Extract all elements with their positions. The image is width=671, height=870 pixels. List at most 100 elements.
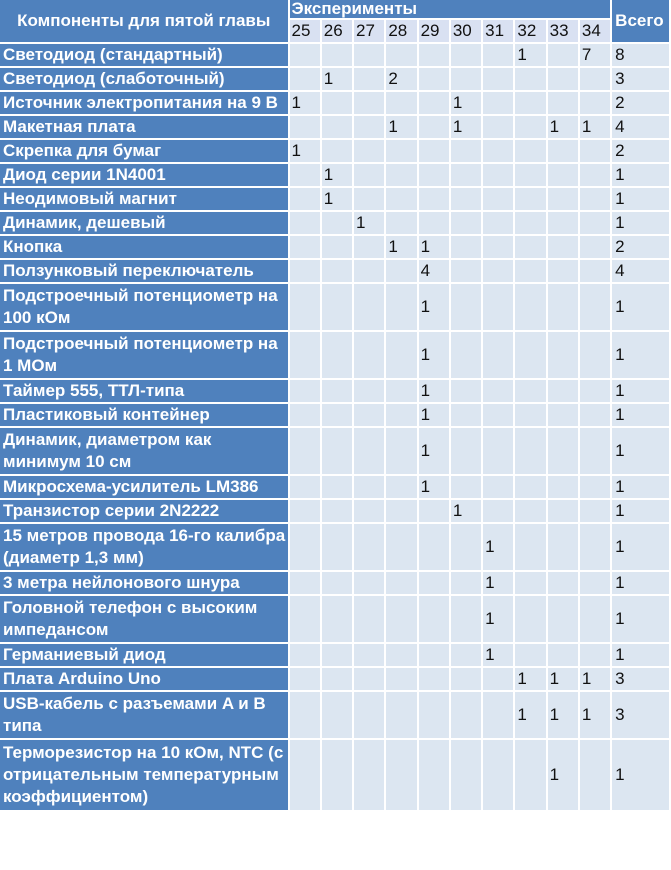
count-cell xyxy=(450,284,482,330)
count-cell xyxy=(321,572,353,594)
count-cell xyxy=(418,188,449,210)
count-cell xyxy=(354,236,385,258)
count-cell xyxy=(547,164,578,186)
component-name: Светодиод (стандартный) xyxy=(0,44,288,66)
component-name: 15 метров провода 16-го калибра (диаметр… xyxy=(0,524,288,570)
count-cell xyxy=(321,284,353,330)
table-row: Светодиод (стандартный) 1 7 8 xyxy=(0,44,669,66)
count-cell xyxy=(579,380,611,402)
count-cell xyxy=(579,596,611,642)
table-body: Светодиод (стандартный) 1 7 8 Светодиод (сла… xyxy=(0,44,669,810)
count-cell xyxy=(354,476,385,498)
count-cell xyxy=(547,284,578,330)
count-cell: 1 xyxy=(547,668,578,690)
table-row: Подстроечный потенциометр на 1 МОм 1 1 xyxy=(0,332,669,378)
table-row: Макетная плата 1 1 1 1 4 xyxy=(0,116,669,138)
components-header: Компоненты для пятой главы xyxy=(0,0,288,42)
count-cell xyxy=(289,572,320,594)
total-cell: 3 xyxy=(612,692,669,738)
count-cell xyxy=(386,644,417,666)
total-cell: 3 xyxy=(612,68,669,90)
count-cell xyxy=(450,524,482,570)
experiment-number: 32 xyxy=(515,20,546,42)
table-row: Светодиод (слаботочный) 1 2 3 xyxy=(0,68,669,90)
count-cell xyxy=(321,140,353,162)
count-cell xyxy=(354,428,385,474)
count-cell xyxy=(450,44,482,66)
count-cell xyxy=(354,260,385,282)
experiment-number: 30 xyxy=(450,20,482,42)
experiment-number: 29 xyxy=(418,20,449,42)
count-cell xyxy=(515,164,546,186)
experiment-number: 34 xyxy=(579,20,611,42)
count-cell xyxy=(483,476,514,498)
component-name: Плата Arduino Uno xyxy=(0,668,288,690)
count-cell xyxy=(418,500,449,522)
component-name: Пластиковый контейнер xyxy=(0,404,288,426)
count-cell xyxy=(386,140,417,162)
count-cell xyxy=(547,644,578,666)
count-cell xyxy=(321,668,353,690)
table-row: Микросхема-усилитель LM386 1 1 xyxy=(0,476,669,498)
count-cell xyxy=(354,644,385,666)
count-cell xyxy=(579,332,611,378)
count-cell xyxy=(386,332,417,378)
count-cell xyxy=(321,44,353,66)
count-cell xyxy=(579,500,611,522)
count-cell xyxy=(483,164,514,186)
count-cell xyxy=(418,644,449,666)
count-cell xyxy=(289,668,320,690)
table-row: Терморезистор на 10 кОм, NTC (с отрицате… xyxy=(0,740,669,810)
component-name: Источник электропитания на 9 В xyxy=(0,92,288,114)
count-cell xyxy=(418,116,449,138)
experiments-header: Эксперименты xyxy=(289,0,611,18)
component-name: USB-кабель с разъемами A и B типа xyxy=(0,692,288,738)
count-cell xyxy=(450,404,482,426)
count-cell xyxy=(547,260,578,282)
count-cell xyxy=(579,140,611,162)
count-cell xyxy=(450,260,482,282)
count-cell xyxy=(579,644,611,666)
component-name: Неодимовый магнит xyxy=(0,188,288,210)
count-cell xyxy=(386,188,417,210)
count-cell xyxy=(418,68,449,90)
count-cell xyxy=(547,92,578,114)
count-cell xyxy=(321,428,353,474)
count-cell xyxy=(515,476,546,498)
count-cell: 4 xyxy=(418,260,449,282)
count-cell xyxy=(450,476,482,498)
component-name: Таймер 555, ТТЛ-типа xyxy=(0,380,288,402)
experiment-number: 25 xyxy=(289,20,320,42)
count-cell xyxy=(354,524,385,570)
count-cell xyxy=(579,428,611,474)
count-cell: 1 xyxy=(515,692,546,738)
count-cell xyxy=(483,380,514,402)
count-cell: 1 xyxy=(386,116,417,138)
count-cell: 1 xyxy=(579,668,611,690)
experiment-number: 28 xyxy=(386,20,417,42)
count-cell xyxy=(579,740,611,810)
count-cell xyxy=(386,596,417,642)
count-cell: 1 xyxy=(386,236,417,258)
count-cell xyxy=(515,428,546,474)
count-cell xyxy=(547,500,578,522)
table-row: Головной телефон с высоким импедансом 1 1 xyxy=(0,596,669,642)
count-cell xyxy=(321,476,353,498)
total-cell: 1 xyxy=(612,164,669,186)
count-cell xyxy=(289,116,320,138)
count-cell xyxy=(483,332,514,378)
count-cell xyxy=(289,284,320,330)
count-cell: 1 xyxy=(483,572,514,594)
count-cell xyxy=(515,644,546,666)
count-cell: 1 xyxy=(289,140,320,162)
count-cell xyxy=(386,92,417,114)
count-cell: 1 xyxy=(515,44,546,66)
count-cell: 1 xyxy=(321,164,353,186)
count-cell: 1 xyxy=(483,644,514,666)
total-cell: 1 xyxy=(612,284,669,330)
count-cell xyxy=(483,68,514,90)
count-cell xyxy=(354,500,385,522)
count-cell xyxy=(450,140,482,162)
experiment-number: 27 xyxy=(354,20,385,42)
count-cell xyxy=(289,236,320,258)
